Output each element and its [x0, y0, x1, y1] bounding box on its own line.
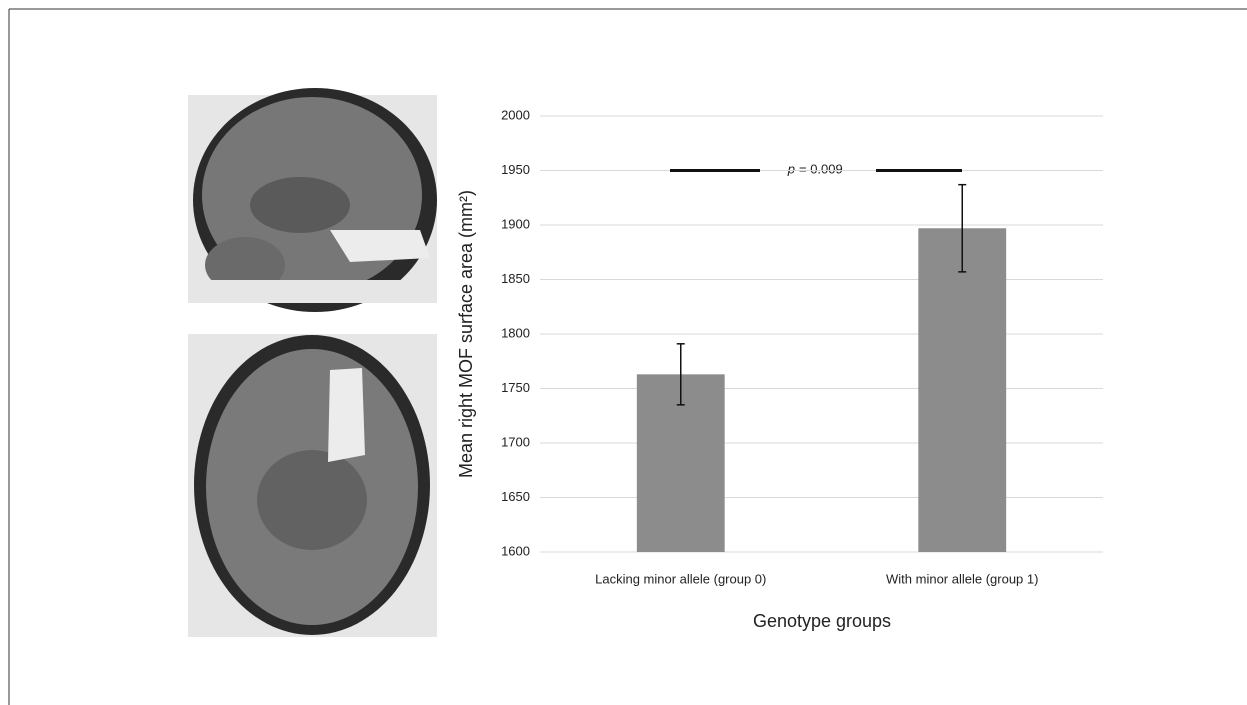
- y-tick-label: 1650: [501, 489, 530, 504]
- annotation-text: = 0.009: [799, 161, 843, 176]
- y-tick-label: 1750: [501, 380, 530, 395]
- y-tick-label: 1900: [501, 216, 530, 231]
- mri-sagittal: [188, 88, 437, 312]
- bar: [918, 228, 1006, 552]
- x-axis-label: Genotype groups: [753, 611, 891, 631]
- mri-axial: [188, 334, 437, 637]
- figure: Mean right MOF surface area (mm²) Genoty…: [0, 0, 1247, 705]
- y-tick-label: 1600: [501, 543, 530, 558]
- annotation-symbol: p: [787, 161, 795, 176]
- y-axis-label: Mean right MOF surface area (mm²): [456, 190, 476, 478]
- x-tick-label: With minor allele (group 1): [886, 571, 1038, 586]
- y-tick-label: 2000: [501, 107, 530, 122]
- y-tick-label: 1800: [501, 325, 530, 340]
- y-tick-label: 1950: [501, 162, 530, 177]
- y-tick-label: 1850: [501, 271, 530, 286]
- y-tick-label: 1700: [501, 434, 530, 449]
- x-tick-label: Lacking minor allele (group 0): [595, 571, 766, 586]
